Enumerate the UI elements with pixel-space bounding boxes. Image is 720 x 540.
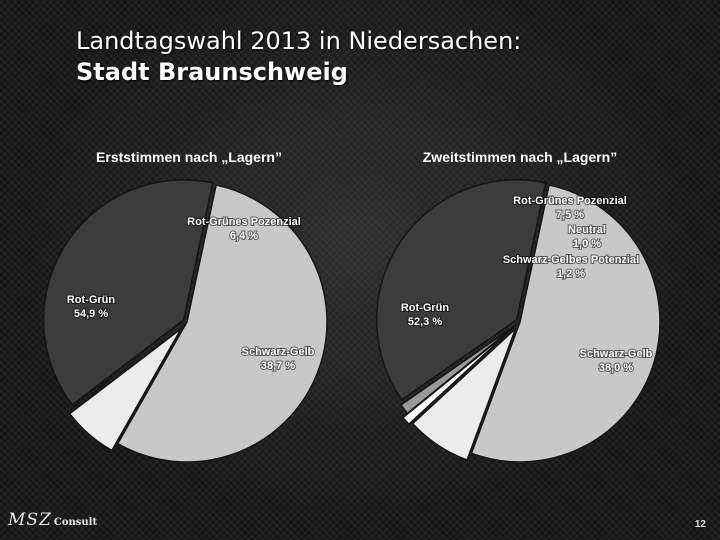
page-number: 12 <box>694 519 706 530</box>
pie-slice <box>42 179 214 406</box>
pie-chart-2: Zweitstimmen nach „Lagern” Rot-Grün 52,3 %… <box>375 149 661 463</box>
pie-slice <box>411 328 517 461</box>
msz-consult-logo: MSZ Consult <box>8 510 97 530</box>
slice-label: Neutral 1,0 % <box>568 224 606 250</box>
slice-label-name: Schwarz-Gelb <box>580 348 653 360</box>
slice-label-value: 7,5 % <box>556 209 584 221</box>
pie-slice <box>402 328 513 426</box>
slice-label-name: Schwarz-Gelb <box>242 346 315 358</box>
slice-label-value: 54,9 % <box>74 308 108 320</box>
slice-label-value: 38,0 % <box>599 362 633 374</box>
slice-label-value: 1,0 % <box>573 238 601 250</box>
logo-sub: Consult <box>53 517 98 528</box>
slice-label-value: 52,3 % <box>408 316 442 328</box>
slice-label-name: Rot-Grünes Pozenzial <box>187 216 301 228</box>
slice-label: Schwarz-Gelb 38,0 % <box>580 348 653 374</box>
logo-mark: MSZ <box>8 510 52 530</box>
pie-slice <box>470 184 661 463</box>
slice-label-value: 38,7 % <box>261 360 295 372</box>
slice-label-name: Rot-Grün <box>401 302 450 314</box>
slice-label: Rot-Grün 52,3 % <box>401 302 450 328</box>
slice-label: Rot-Grün 54,9 % <box>67 294 116 320</box>
chart-title: Erststimmen nach „Lagern” <box>96 149 282 165</box>
pie-slice <box>68 328 182 452</box>
slice-label: Rot-Grünes Pozenzial 7,5 % <box>513 195 627 221</box>
slide-title-line-1: Landtagswahl 2013 in Niedersachen: <box>76 27 522 55</box>
slice-label: Schwarz-Gelbes Potenzial 1,2 % <box>503 254 639 280</box>
slice-label-value: 6,4 % <box>230 230 258 242</box>
pie-slice <box>399 324 517 415</box>
pie-chart-1: Erststimmen nach „Lagern”Rot-Grün 54,9 %R… <box>42 149 328 463</box>
slice-label: Schwarz-Gelb 38,7 % <box>242 346 315 372</box>
slice-label-name: Rot-Grünes Pozenzial <box>513 195 627 207</box>
pie-slice <box>116 184 328 463</box>
slice-label-name: Neutral <box>568 224 606 236</box>
slice-label-value: 1,2 % <box>557 268 585 280</box>
slice-label: Rot-Grünes Pozenzial 6,4 % <box>187 216 301 242</box>
slice-label-name: Rot-Grün <box>67 294 116 306</box>
pie-slice <box>375 179 547 401</box>
slide-title-line-2: Stadt Braunschweig <box>76 58 348 86</box>
slide-title: Landtagswahl 2013 in Niedersachen: Stadt… <box>76 26 521 88</box>
chart-title: Zweitstimmen nach „Lagern” <box>423 149 617 165</box>
slice-label-name: Schwarz-Gelbes Potenzial <box>503 254 639 266</box>
